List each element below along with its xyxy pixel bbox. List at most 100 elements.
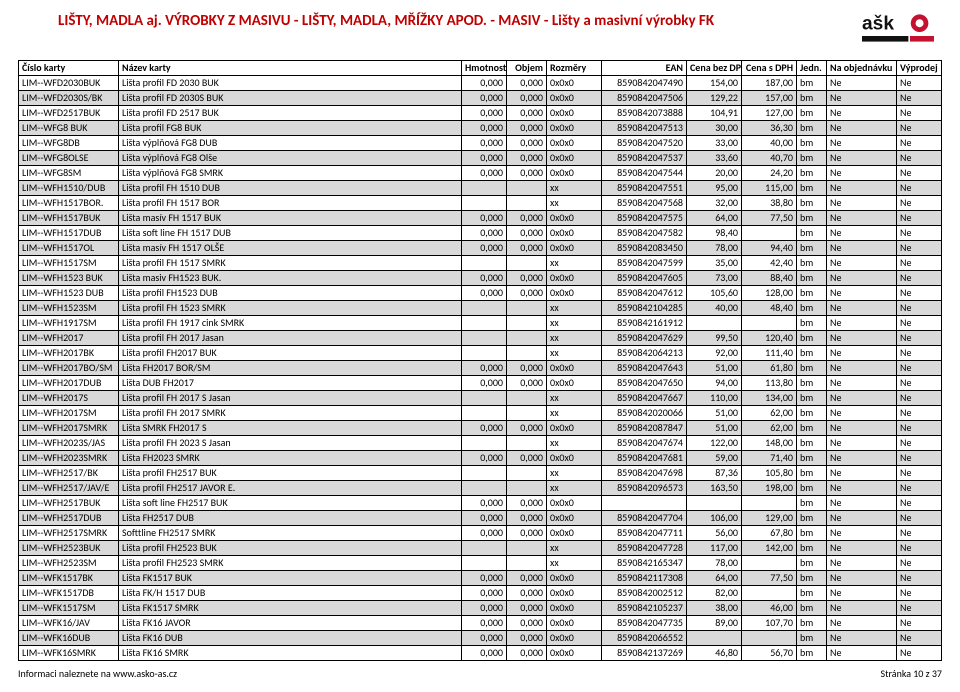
cell-objem: 0,000 [507, 151, 547, 166]
cell-cislo: LIM--WFD2030BUK [19, 76, 119, 91]
cell-vyp: Ne [897, 496, 942, 511]
cell-vyp: Ne [897, 76, 942, 91]
cell-obj: Ne [827, 571, 897, 586]
cell-objem [507, 181, 547, 196]
cell-csd: 40,00 [742, 136, 797, 151]
cell-hmot [462, 316, 507, 331]
cell-obj: Ne [827, 151, 897, 166]
cell-cislo: LIM--WFK1517BK [19, 571, 119, 586]
cell-hmot [462, 466, 507, 481]
cell-objem: 0,000 [507, 241, 547, 256]
cell-ean: 8590842047650 [602, 376, 687, 391]
cell-cislo: LIM--WFH1517OL [19, 241, 119, 256]
cell-nazev: Lišta profil FD 2517 BUK [119, 106, 462, 121]
cell-nazev: Lišta profil FH 1517 BOR [119, 196, 462, 211]
cell-vyp: Ne [897, 466, 942, 481]
cell-obj: Ne [827, 121, 897, 136]
cell-vyp: Ne [897, 196, 942, 211]
table-row: LIM--WFH1517BUKLišta masív FH 1517 BUK0,… [19, 211, 942, 226]
cell-cislo: LIM--WFG8DB [19, 136, 119, 151]
cell-ean: 8590842047711 [602, 526, 687, 541]
cell-cislo: LIM--WFK1517SM [19, 601, 119, 616]
cell-vyp: Ne [897, 601, 942, 616]
cell-csd: 187,00 [742, 76, 797, 91]
cell-cbd: 32,00 [687, 196, 742, 211]
table-row: LIM--WFH1517DUBLišta soft line FH 1517 D… [19, 226, 942, 241]
table-row: LIM--WFH1523 DUBLišta profil FH1523 DUB0… [19, 286, 942, 301]
cell-nazev: Lišta profil FH 2017 SMRK [119, 406, 462, 421]
cell-vyp: Ne [897, 451, 942, 466]
cell-cislo: LIM--WFH2517/BK [19, 466, 119, 481]
cell-nazev: Lišta profil FH 1917 cink SMRK [119, 316, 462, 331]
cell-obj: Ne [827, 106, 897, 121]
svg-text:ašk: ašk [862, 14, 894, 35]
cell-objem: 0,000 [507, 571, 547, 586]
cell-nazev: Lišta profil FD 2030S BUK [119, 91, 462, 106]
table-row: LIM--WFH1517BOR.Lišta profil FH 1517 BOR… [19, 196, 942, 211]
cell-nazev: Lišta FK1517 BUK [119, 571, 462, 586]
cell-cbd: 98,40 [687, 226, 742, 241]
table-row: LIM--WFK1517BKLišta FK1517 BUK0,0000,000… [19, 571, 942, 586]
cell-csd: 113,80 [742, 376, 797, 391]
cell-rozm: xx [547, 301, 602, 316]
cell-jedn: bm [797, 361, 827, 376]
table-row: LIM--WFG8OLSELišta výplňová FG8 Olše0,00… [19, 151, 942, 166]
cell-ean: 8590842096573 [602, 481, 687, 496]
cell-cbd: 33,60 [687, 151, 742, 166]
cell-nazev: Lišta FH2023 SMRK [119, 451, 462, 466]
cell-objem [507, 391, 547, 406]
cell-rozm: xx [547, 481, 602, 496]
cell-ean: 8590842047582 [602, 226, 687, 241]
cell-csd: 115,00 [742, 181, 797, 196]
cell-rozm: xx [547, 406, 602, 421]
cell-objem [507, 196, 547, 211]
cell-jedn: bm [797, 541, 827, 556]
cell-cbd: 106,00 [687, 511, 742, 526]
cell-csd: 127,00 [742, 106, 797, 121]
table-row: LIM--WFH2517/JAV/ELišta profil FH2517 JA… [19, 481, 942, 496]
table-row: LIM--WFH1523 BUKLišta masiv FH1523 BUK.0… [19, 271, 942, 286]
cell-obj: Ne [827, 511, 897, 526]
cell-obj: Ne [827, 301, 897, 316]
cell-rozm: xx [547, 196, 602, 211]
cell-rozm: xx [547, 556, 602, 571]
cell-ean [602, 496, 687, 511]
col-head-hmot: Hmotnost [462, 61, 507, 76]
cell-ean: 8590842047681 [602, 451, 687, 466]
cell-jedn: bm [797, 586, 827, 601]
cell-nazev: Lišta profil FH2517 BUK [119, 466, 462, 481]
cell-nazev: Lišta masiv FH1523 BUK. [119, 271, 462, 286]
cell-obj: Ne [827, 241, 897, 256]
cell-obj: Ne [827, 376, 897, 391]
cell-obj: Ne [827, 466, 897, 481]
cell-jedn: bm [797, 271, 827, 286]
cell-jedn: bm [797, 136, 827, 151]
col-head-ean: EAN [602, 61, 687, 76]
cell-objem: 0,000 [507, 361, 547, 376]
cell-nazev: Lišta profil FH 2023 S Jasan [119, 436, 462, 451]
col-head-cbd: Cena bez DPH [687, 61, 742, 76]
cell-csd: 38,80 [742, 196, 797, 211]
cell-rozm: 0x0x0 [547, 226, 602, 241]
table-row: LIM--WFH2017BO/SMLišta FH2017 BOR/SM0,00… [19, 361, 942, 376]
cell-objem: 0,000 [507, 226, 547, 241]
cell-nazev: Lišta profil FH1523 DUB [119, 286, 462, 301]
cell-jedn: bm [797, 421, 827, 436]
cell-ean: 8590842073888 [602, 106, 687, 121]
cell-objem [507, 556, 547, 571]
cell-rozm: 0x0x0 [547, 601, 602, 616]
cell-hmot: 0,000 [462, 586, 507, 601]
cell-objem: 0,000 [507, 511, 547, 526]
table-row: LIM--WFH1517OLLišta masív FH 1517 OLŠE0,… [19, 241, 942, 256]
cell-ean: 8590842083450 [602, 241, 687, 256]
cell-nazev: Lišta soft line FH 1517 DUB [119, 226, 462, 241]
cell-jedn: bm [797, 226, 827, 241]
cell-obj: Ne [827, 136, 897, 151]
cell-cislo: LIM--WFG8SM [19, 166, 119, 181]
cell-jedn: bm [797, 511, 827, 526]
cell-obj: Ne [827, 271, 897, 286]
table-row: LIM--WFH2017BKLišta profil FH2017 BUKxx8… [19, 346, 942, 361]
cell-cbd [687, 316, 742, 331]
cell-objem: 0,000 [507, 76, 547, 91]
cell-jedn: bm [797, 376, 827, 391]
